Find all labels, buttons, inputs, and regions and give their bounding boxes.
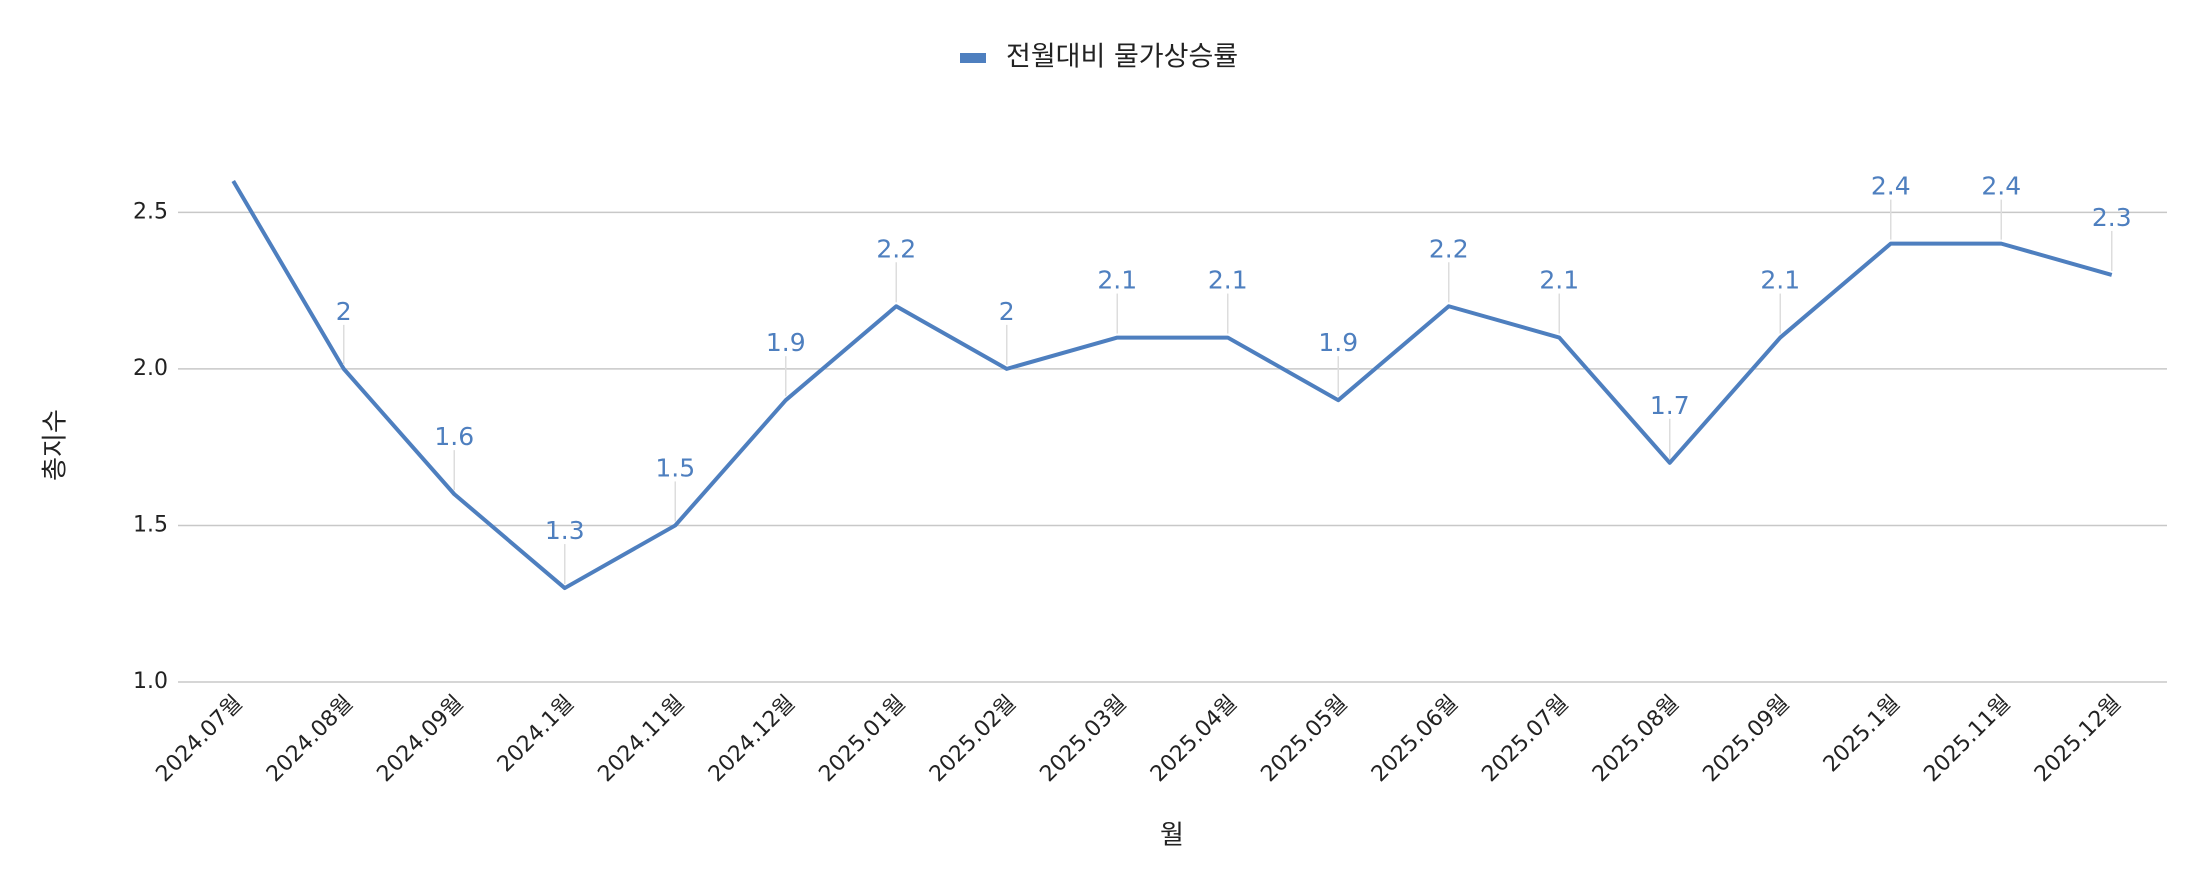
data-label: 2.4 bbox=[1871, 172, 1911, 201]
y-axis-title: 총지수 bbox=[41, 409, 71, 481]
data-label: 1.5 bbox=[655, 453, 695, 482]
x-tick-label: 2025.09월 bbox=[1698, 691, 1794, 787]
x-tick-label: 2024.08월 bbox=[262, 691, 358, 787]
data-label: 1.7 bbox=[1650, 391, 1690, 420]
x-tick-label: 2024.12월 bbox=[704, 691, 800, 787]
x-tick-label: 2025.12월 bbox=[2030, 691, 2126, 787]
data-label: 2.1 bbox=[1208, 266, 1248, 295]
data-label: 1.3 bbox=[545, 516, 585, 545]
x-tick-label: 2025.08월 bbox=[1588, 691, 1684, 787]
x-tick-label: 2025.04월 bbox=[1146, 691, 1242, 787]
x-tick-label: 2025.05월 bbox=[1256, 691, 1352, 787]
data-label: 2 bbox=[999, 297, 1015, 326]
data-label: 1.6 bbox=[434, 422, 474, 451]
data-label: 1.9 bbox=[1318, 328, 1358, 357]
x-tick-label: 2024.09월 bbox=[372, 691, 468, 787]
x-tick-label: 2024.11월 bbox=[593, 691, 689, 787]
x-tick-label: 2024.07월 bbox=[151, 691, 247, 787]
data-label: 2.2 bbox=[876, 234, 916, 263]
y-tick-label: 1.0 bbox=[133, 669, 168, 694]
legend-swatch bbox=[960, 53, 986, 63]
data-label: 1.9 bbox=[766, 328, 806, 357]
data-label: 2 bbox=[336, 297, 352, 326]
data-label: 2.1 bbox=[1539, 266, 1579, 295]
x-tick-label: 2025.02월 bbox=[925, 691, 1021, 787]
y-tick-label: 2.5 bbox=[133, 199, 168, 224]
legend-label: 전월대비 물가상승률 bbox=[1006, 42, 1238, 73]
x-tick-label: 2024.1월 bbox=[493, 691, 579, 777]
x-tick-label: 2025.07월 bbox=[1477, 691, 1573, 787]
x-tick-label: 2025.11월 bbox=[1919, 691, 2015, 787]
data-label: 2.3 bbox=[2092, 203, 2132, 232]
data-label: 2.2 bbox=[1429, 234, 1469, 263]
x-tick-label: 2025.03월 bbox=[1035, 691, 1131, 787]
y-tick-label: 2.0 bbox=[133, 356, 168, 381]
x-tick-label: 2025.06월 bbox=[1367, 691, 1463, 787]
x-tick-label: 2025.01월 bbox=[814, 691, 910, 787]
data-line bbox=[231, 179, 2113, 591]
x-axis-title: 월 bbox=[1160, 821, 1184, 851]
x-tick-label: 2025.1월 bbox=[1819, 691, 1905, 777]
data-label: 2.1 bbox=[1097, 266, 1137, 295]
y-tick-label: 1.5 bbox=[133, 512, 168, 537]
data-label: 2.1 bbox=[1760, 266, 1800, 295]
data-label: 2.4 bbox=[1981, 172, 2021, 201]
